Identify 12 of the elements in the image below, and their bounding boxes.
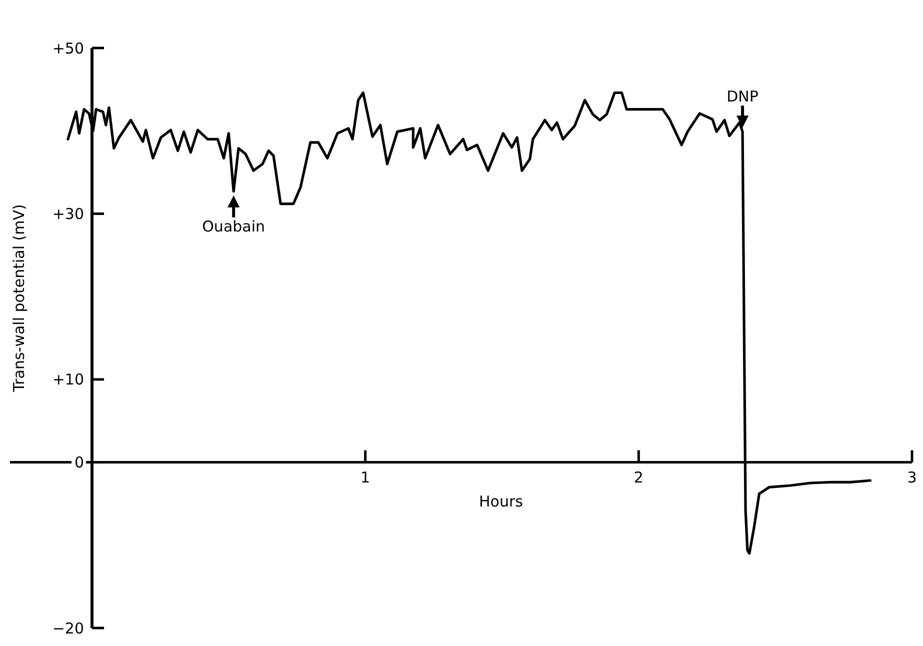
x-tick-label: 1 <box>360 468 370 486</box>
y-tick-label: +30 <box>52 204 84 223</box>
x-tick-label: 3 <box>907 468 917 486</box>
annotation: DNP <box>726 88 758 106</box>
y-tick-label: +10 <box>52 370 84 389</box>
y-tick-label: −20 <box>52 619 84 638</box>
annotation: Ouabain <box>202 217 266 236</box>
y-tick-label: 0 <box>74 454 84 472</box>
y-axis-title: Trans-wall potential (mV) <box>10 204 28 393</box>
x-tick-label: 2 <box>634 468 644 486</box>
x-axis-title: Hours <box>479 492 524 510</box>
y-tick-label: +50 <box>52 39 84 58</box>
